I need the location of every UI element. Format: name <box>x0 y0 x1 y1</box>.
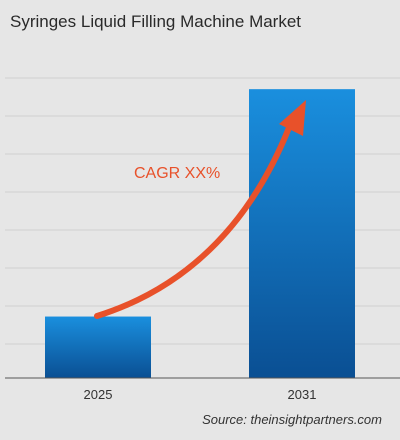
trend-arrow <box>94 117 295 319</box>
x-tick-2025: 2025 <box>84 387 113 402</box>
chart-title: Syringes Liquid Filling Machine Market <box>10 12 302 31</box>
x-tick-labels: 2025 2031 <box>84 387 317 402</box>
bar-2031 <box>249 89 355 378</box>
x-tick-2031: 2031 <box>288 387 317 402</box>
bars <box>45 89 355 378</box>
trend-arrow-head <box>279 100 306 136</box>
cagr-annotation: CAGR XX% <box>134 165 220 182</box>
bar-2025 <box>45 316 151 378</box>
source-credit: Source: theinsightpartners.com <box>202 412 382 427</box>
